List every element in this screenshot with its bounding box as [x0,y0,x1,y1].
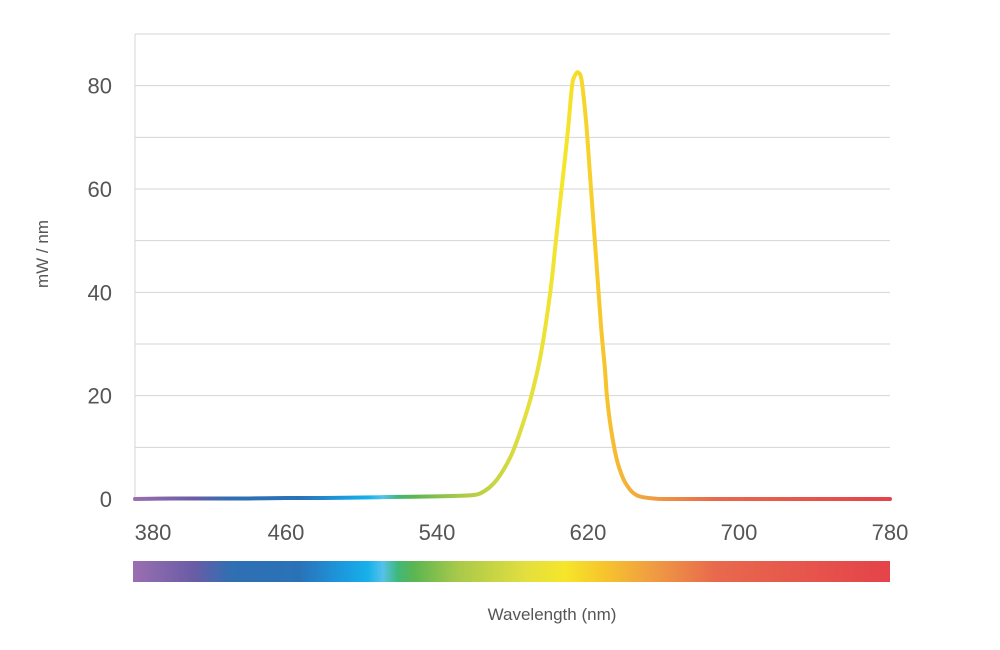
x-tick-label: 780 [872,520,909,545]
x-tick-label: 380 [135,520,172,545]
x-tick-label: 460 [268,520,305,545]
y-tick-label: 40 [88,280,112,305]
x-axis-ticks: 380 460 540 620 700 780 [135,520,909,545]
x-axis-label: Wavelength (nm) [488,605,617,624]
x-tick-label: 540 [419,520,456,545]
x-tick-label: 700 [721,520,758,545]
y-tick-label: 0 [100,487,112,512]
y-tick-label: 60 [88,177,112,202]
y-tick-label: 20 [88,384,112,409]
grid-lines [134,33,890,499]
series-line-spectrum [133,70,892,502]
x-tick-label: 620 [570,520,607,545]
y-axis-ticks: 0 20 40 60 80 [88,74,112,512]
y-tick-label: 80 [88,74,112,99]
color-spectrum-bar [133,561,890,582]
y-axis-label: mW / nm [33,220,52,288]
